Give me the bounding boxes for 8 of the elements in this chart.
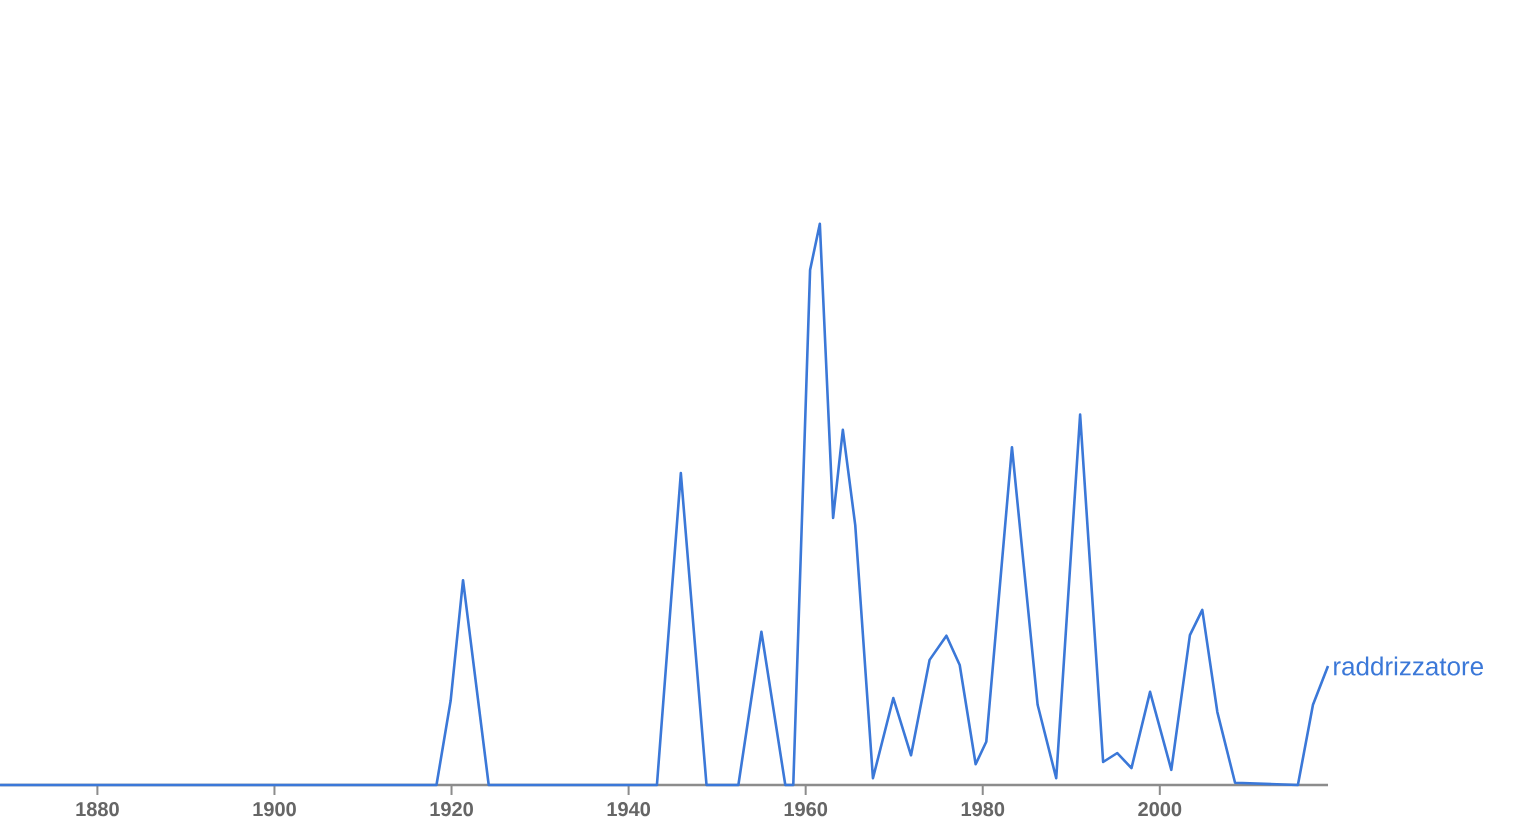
x-tick-label: 1880 <box>76 802 119 817</box>
x-tick-label: 1900 <box>253 802 296 817</box>
x-tick-label: 1980 <box>961 802 1005 817</box>
x-tick-label: 1960 <box>784 802 828 817</box>
series-label: raddrizzatore <box>1334 656 1483 676</box>
x-tick-label: 1940 <box>607 802 651 817</box>
x-tick-label: 2000 <box>1138 802 1182 817</box>
x-tick-label: 1920 <box>430 802 473 817</box>
